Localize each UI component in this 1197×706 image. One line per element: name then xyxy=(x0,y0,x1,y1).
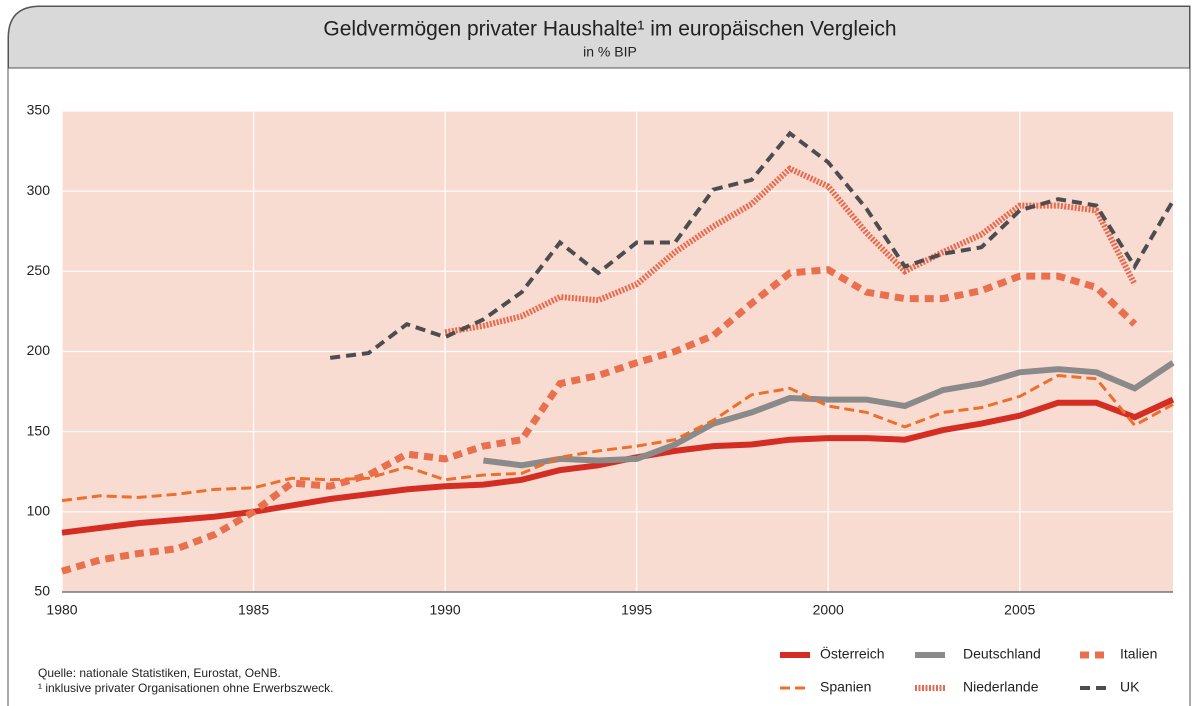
x-tick-label: 2000 xyxy=(813,602,844,618)
y-tick-label: 300 xyxy=(27,182,51,198)
source-note: Quelle: nationale Statistiken, Eurostat,… xyxy=(38,666,281,680)
y-tick-label: 350 xyxy=(27,102,51,118)
y-tick-label: 150 xyxy=(27,422,51,438)
legend-label: Österreich xyxy=(820,645,885,662)
footnote: ¹ inklusive privater Organisationen ohne… xyxy=(38,681,333,695)
legend-label: Niederlande xyxy=(963,679,1039,695)
chart-title: Geldvermögen privater Haushalte¹ im euro… xyxy=(323,18,896,41)
series-line xyxy=(329,130,1175,360)
x-tick-label: 1995 xyxy=(621,602,652,618)
header-band xyxy=(8,6,1190,69)
x-tick-label: 1985 xyxy=(238,602,269,618)
series-line xyxy=(61,266,1138,575)
legend-label: Spanien xyxy=(820,679,871,695)
x-tick-label: 2005 xyxy=(1004,602,1035,618)
legend-label: UK xyxy=(1120,679,1140,695)
y-tick-label: 100 xyxy=(27,503,51,519)
x-tick-label: 1990 xyxy=(430,602,461,618)
series-line xyxy=(444,165,1138,336)
legend-label: Italien xyxy=(1120,646,1157,662)
y-tick-label: 200 xyxy=(27,342,51,358)
y-tick-label: 50 xyxy=(34,583,50,599)
legend-label: Deutschland xyxy=(963,646,1041,662)
series-line xyxy=(483,360,1175,469)
y-tick-label: 250 xyxy=(27,262,51,278)
x-tick-label: 1980 xyxy=(46,602,77,618)
chart-subtitle: in % BIP xyxy=(583,44,637,60)
series-line xyxy=(61,373,1174,503)
